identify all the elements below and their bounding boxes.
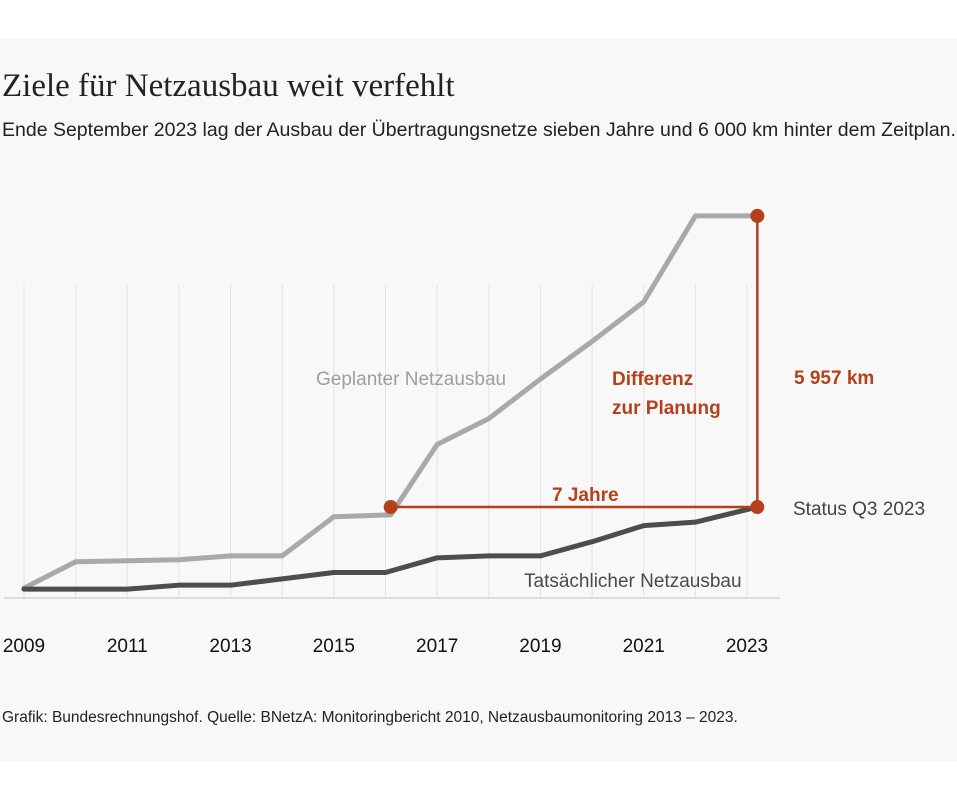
x-axis-tick-labels: 2009 2011 2013 2015 2017 2019 2021 2023 <box>3 636 768 657</box>
x-tick-label-2023: 2023 <box>726 636 768 657</box>
x-tick-label-2017: 2017 <box>416 636 458 657</box>
chart-title: Ziele für Netzausbau weit verfehlt <box>2 68 455 104</box>
series-line-geplanter-netzausbau <box>21 213 760 591</box>
series-line-tatsaechlicher-netzausbau <box>21 504 760 592</box>
label-gap-value: 5 957 km <box>794 368 874 389</box>
status-marker <box>750 500 765 515</box>
label-delay: 7 Jahre <box>552 485 619 506</box>
delay-start-marker <box>383 500 398 515</box>
chart-subtitle: Ende September 2023 lag der Ausbau der Ü… <box>2 119 956 141</box>
gap-top-marker <box>750 208 765 223</box>
label-geplanter-netzausbau: Geplanter Netzausbau <box>316 369 506 390</box>
chart-background <box>0 38 957 762</box>
x-tick-label-2021: 2021 <box>623 636 665 657</box>
label-differenz: Differenz <box>612 369 693 390</box>
grid-lines <box>23 285 748 598</box>
label-zur-planung: zur Planung <box>612 398 721 419</box>
x-tick-label-2015: 2015 <box>313 636 355 657</box>
x-tick-label-2013: 2013 <box>209 636 251 657</box>
x-tick-label-2019: 2019 <box>519 636 561 657</box>
x-tick-label-2009: 2009 <box>3 636 45 657</box>
label-tatsaechlicher-netzausbau: Tatsächlicher Netzausbau <box>524 571 742 592</box>
x-tick-label-2011: 2011 <box>107 636 148 657</box>
label-status: Status Q3 2023 <box>793 499 925 520</box>
source-note: Grafik: Bundesrechnungshof. Quelle: BNet… <box>2 709 738 726</box>
